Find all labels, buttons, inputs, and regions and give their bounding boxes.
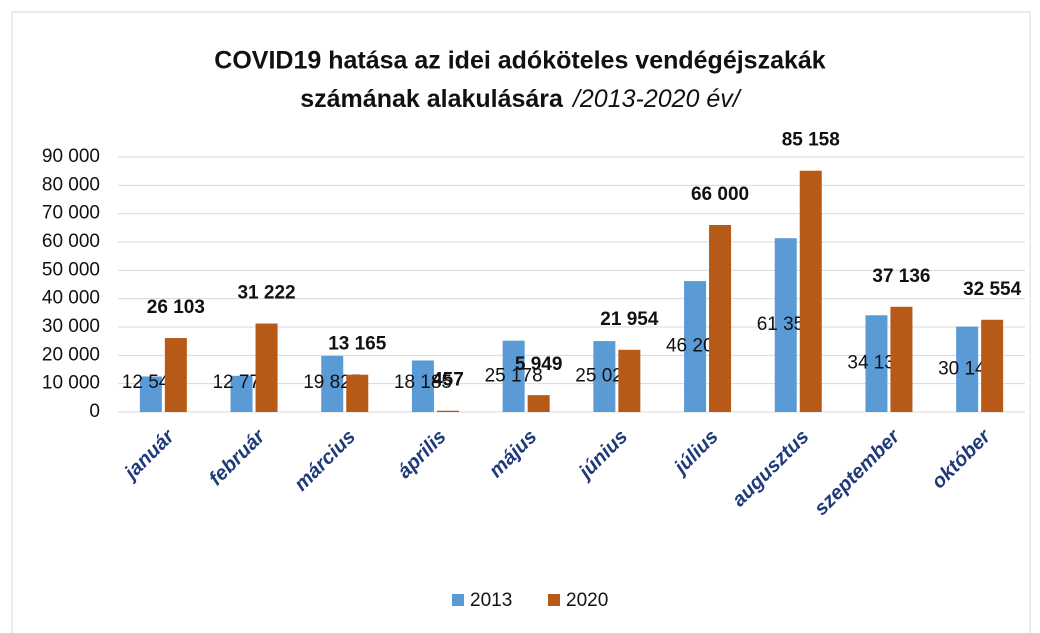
bar <box>139 376 162 412</box>
legend: 2013 2020 <box>452 590 608 611</box>
chart-title: számának alakulására <box>300 85 564 113</box>
chart-title: COVID19 hatása az idei adóköteles vendég… <box>214 47 825 75</box>
y-tick-label: 20 000 <box>42 344 100 365</box>
bar <box>618 349 641 412</box>
bar <box>865 315 888 412</box>
y-tick-label: 90 000 <box>42 146 100 167</box>
y-tick-label: 30 000 <box>42 316 100 337</box>
bar <box>321 355 344 412</box>
bar <box>230 375 253 412</box>
bar <box>164 338 187 412</box>
bar <box>890 306 913 412</box>
y-tick-label: 10 000 <box>42 373 100 394</box>
legend-label: 2020 <box>566 590 608 611</box>
bar <box>981 319 1004 412</box>
value-label: 25 178 <box>485 365 543 386</box>
value-label: 66 000 <box>691 184 749 205</box>
value-label: 31 222 <box>237 283 295 304</box>
bar <box>956 326 979 412</box>
y-tick-label: 70 000 <box>42 203 100 224</box>
y-tick-label: 50 000 <box>42 259 100 280</box>
value-label: 5 949 <box>515 354 563 375</box>
value-label: 21 954 <box>600 309 659 330</box>
legend-swatch <box>548 594 560 606</box>
value-label: 18 185 <box>394 372 452 393</box>
y-tick-label: 0 <box>89 401 100 422</box>
bar <box>502 340 525 412</box>
value-label: 26 103 <box>147 297 205 318</box>
legend-swatch <box>452 594 464 606</box>
value-label: 85 158 <box>782 130 840 151</box>
value-label: 32 554 <box>963 279 1022 300</box>
bar <box>411 360 434 412</box>
y-tick-label: 40 000 <box>42 288 100 309</box>
bar <box>346 374 369 412</box>
bar <box>774 238 797 412</box>
legend-label: 2013 <box>470 590 512 611</box>
value-label: 37 136 <box>872 266 930 287</box>
bar <box>255 323 278 412</box>
chart-title-line: számának alakulására/2013-2020 év/ <box>300 85 743 113</box>
y-tick-label: 60 000 <box>42 231 100 252</box>
bar <box>593 341 616 412</box>
chart-subtitle: /2013-2020 év/ <box>571 85 743 113</box>
y-tick-label: 80 000 <box>42 174 100 195</box>
bar <box>799 170 822 412</box>
value-label: 13 165 <box>328 334 387 355</box>
bar <box>527 395 550 412</box>
bar <box>436 410 459 412</box>
bar <box>709 225 732 412</box>
value-label: 457 <box>432 370 464 391</box>
bar <box>684 281 707 412</box>
chart-frame <box>11 11 1031 633</box>
